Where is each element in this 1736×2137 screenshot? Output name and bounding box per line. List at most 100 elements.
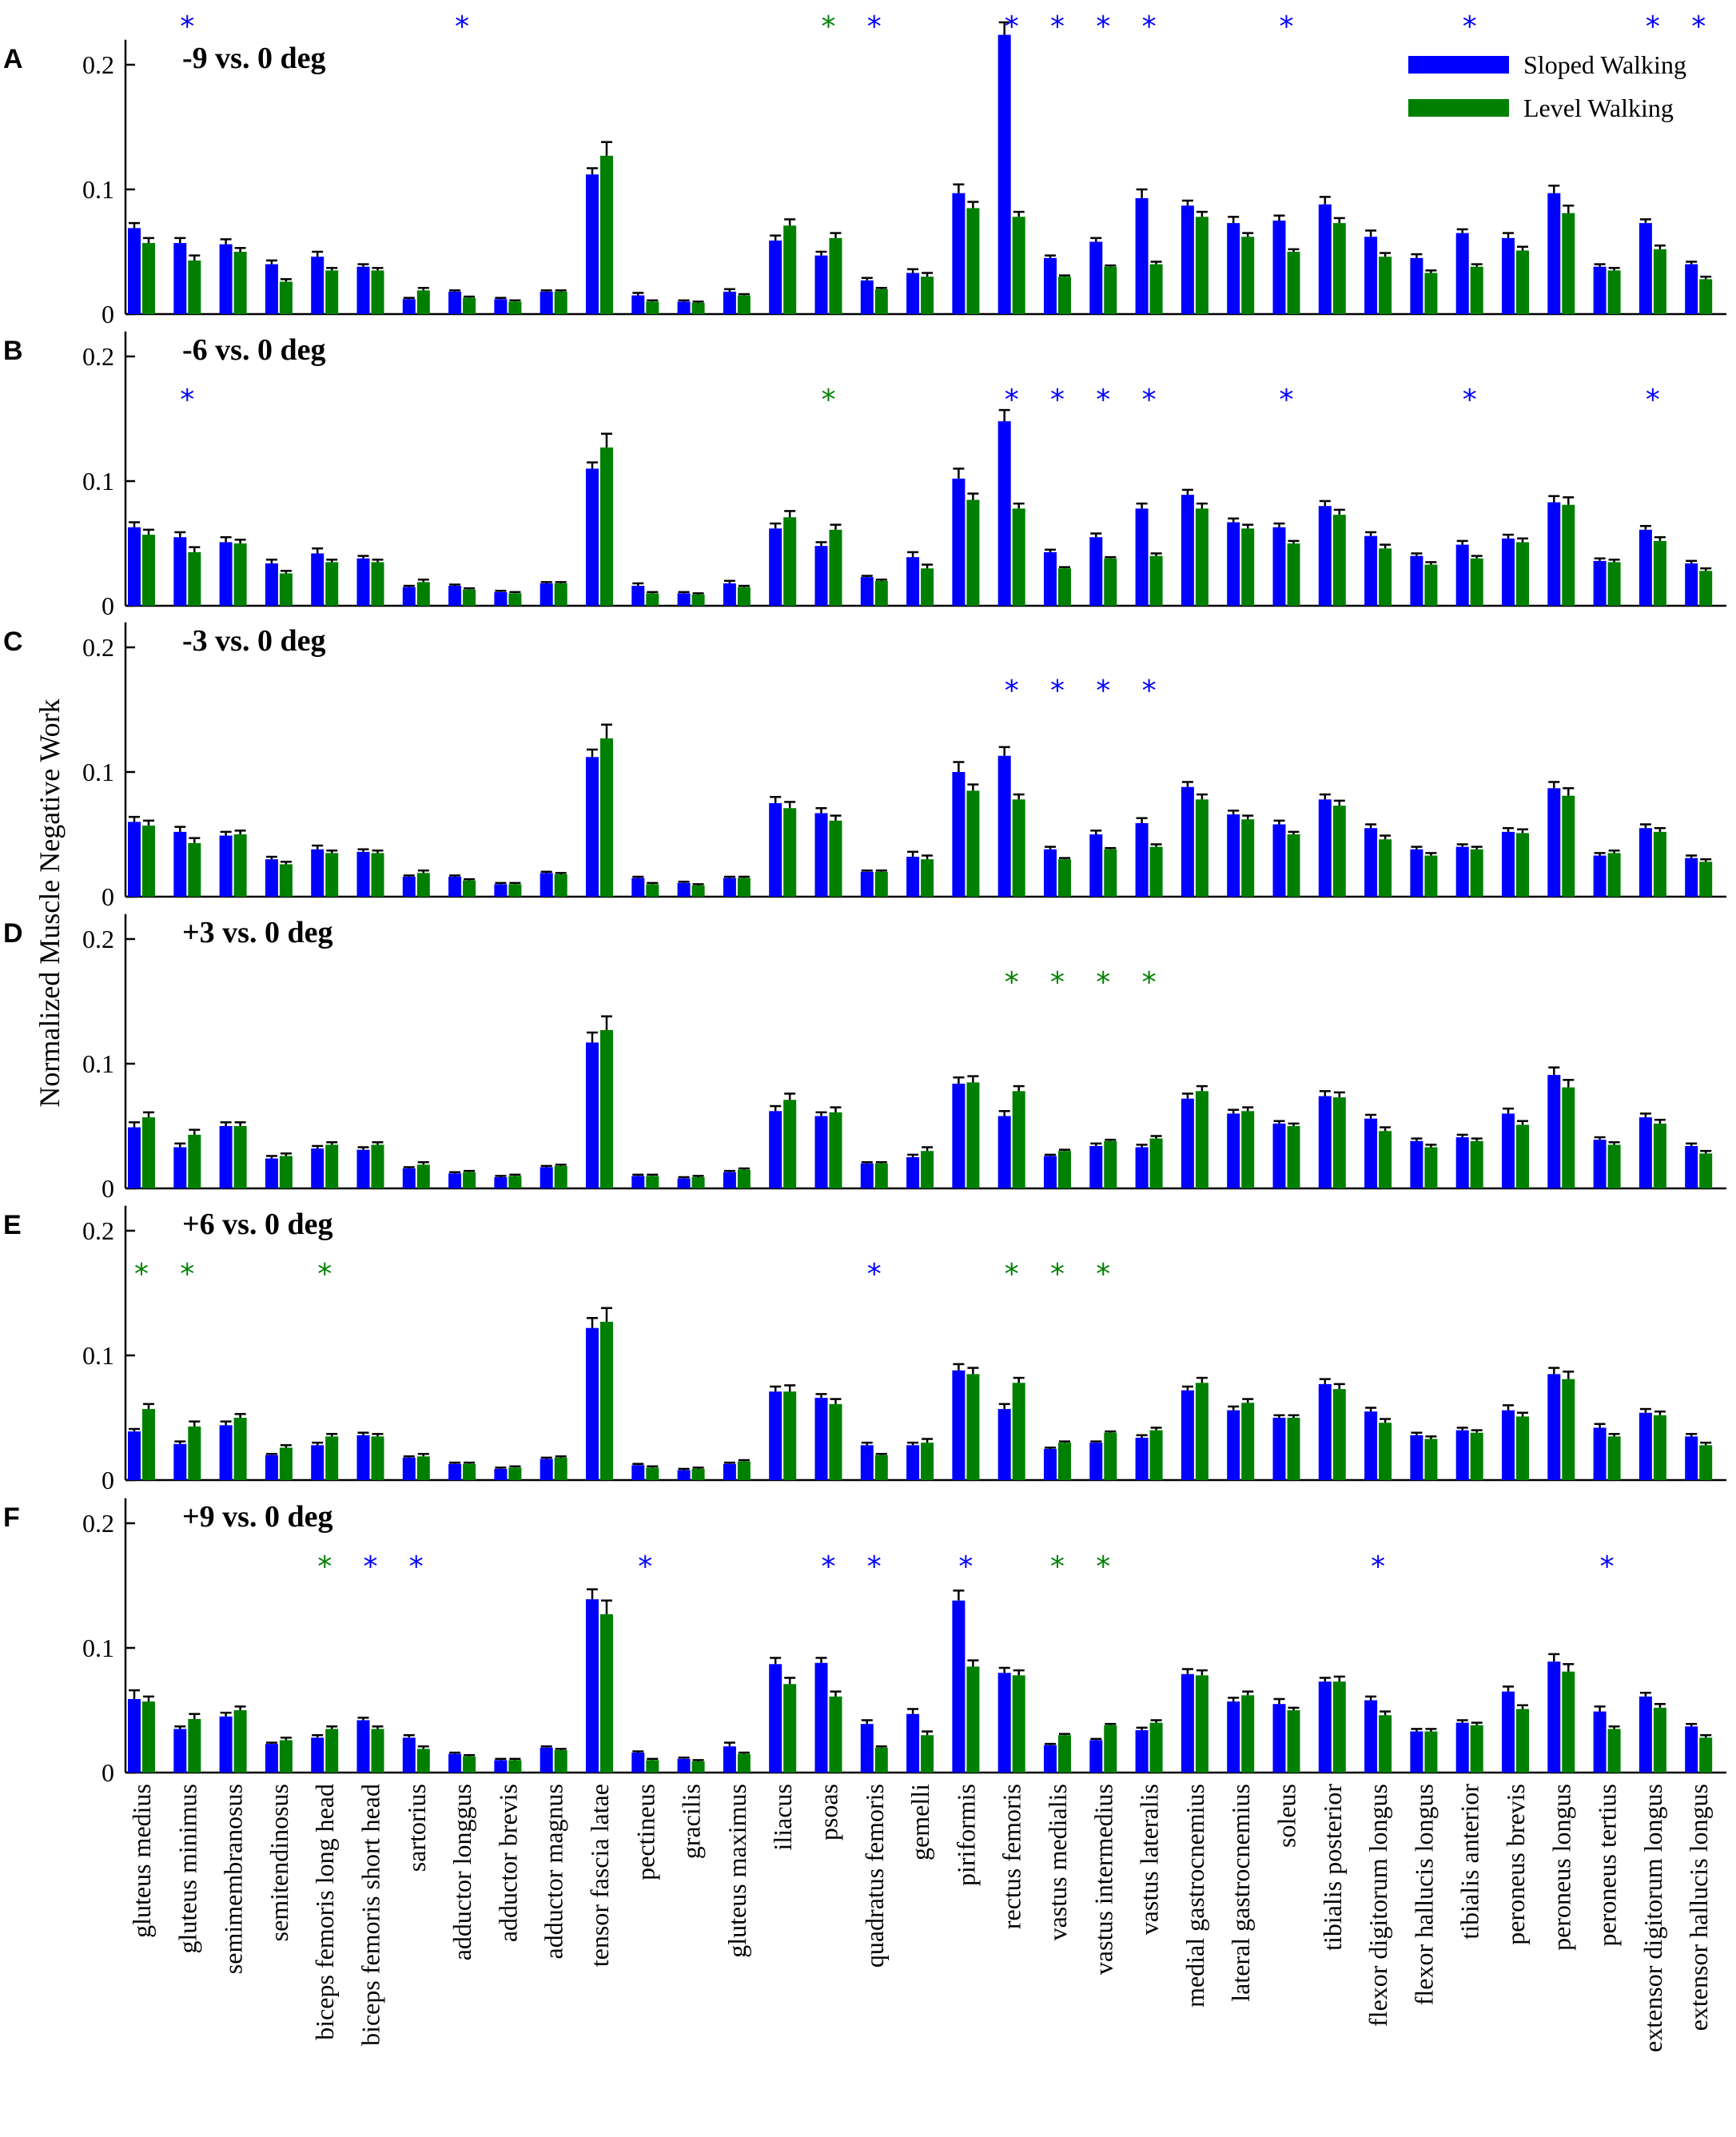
bar-level <box>1699 862 1713 897</box>
category-label: rectus femoris <box>997 1784 1026 1929</box>
error-bar-level <box>189 1420 201 1427</box>
error-bar-sloped <box>1319 1677 1331 1682</box>
bar-sloped <box>860 1724 874 1773</box>
error-bar-level <box>784 1384 796 1392</box>
bar-sloped <box>906 273 920 314</box>
bar-sloped <box>356 1435 370 1480</box>
bar-sloped <box>1135 1729 1149 1773</box>
significance-star: * <box>409 1550 424 1583</box>
error-bar-level <box>1700 1733 1712 1738</box>
panel-b: 0 0.1 0.2 B -6 vs. 0 deg * * * * * * * * * <box>3 331 1726 620</box>
error-bar-level <box>234 1705 246 1710</box>
significance-star: * <box>180 10 194 43</box>
error-bar-sloped <box>1411 253 1423 258</box>
bar-level <box>463 297 476 314</box>
error-bar-sloped <box>495 1175 507 1177</box>
bar-sloped <box>219 1716 233 1773</box>
error-bar-level <box>601 1599 612 1614</box>
bar-sloped <box>997 34 1011 315</box>
error-bar-sloped <box>861 277 873 281</box>
error-bar-level <box>1288 248 1300 252</box>
error-bar-level <box>1608 1725 1620 1729</box>
bar-level <box>600 447 613 606</box>
bar-sloped <box>356 1149 370 1188</box>
y-axis-label: Normalized Muscle Negative Work <box>34 698 66 1107</box>
error-bar-sloped <box>1090 830 1102 834</box>
error-bar-sloped <box>1548 185 1560 193</box>
bar-sloped <box>494 591 508 606</box>
error-bar-level <box>1242 1398 1254 1403</box>
error-bar-level <box>509 299 521 302</box>
bar-level <box>371 1144 384 1188</box>
panel-d: 0 0.1 0.2 D +3 vs. 0 deg * * * * <box>3 913 1726 1203</box>
error-bar-level <box>738 1167 750 1170</box>
category-label: peroneus tertius <box>1593 1784 1622 1947</box>
error-bar-sloped <box>632 1462 644 1466</box>
panel-letter: F <box>3 1502 20 1533</box>
error-bar-sloped <box>1136 1726 1148 1730</box>
y-tick-label: 0.1 <box>82 758 114 786</box>
bar-level <box>691 1176 705 1188</box>
significance-star: * <box>958 1550 973 1583</box>
bar-sloped <box>1227 1113 1240 1188</box>
error-bar-sloped <box>1273 522 1285 527</box>
bar-sloped <box>1410 1731 1423 1773</box>
error-bar-level <box>1105 264 1117 267</box>
y-tick-label: 0.2 <box>82 1509 114 1538</box>
error-bar-sloped <box>312 547 324 554</box>
error-bar-level <box>555 1164 567 1166</box>
error-bar-sloped <box>1365 1695 1377 1701</box>
error-bar-level <box>1563 1371 1575 1379</box>
error-bar-sloped <box>220 830 232 836</box>
significance-star: * <box>1096 10 1110 43</box>
bar-sloped <box>1455 1430 1469 1480</box>
bar-sloped <box>1638 1412 1652 1480</box>
error-bar-level <box>784 510 796 518</box>
error-bar-level <box>417 286 429 291</box>
y-tick-label: 0.2 <box>82 925 114 953</box>
bar-sloped <box>677 301 691 314</box>
error-bar-level <box>464 1169 476 1172</box>
error-bar-sloped <box>1639 823 1651 829</box>
significance-star: * <box>180 384 194 416</box>
bar-level <box>463 1756 476 1773</box>
error-bar-sloped <box>1228 1697 1240 1702</box>
error-bar-sloped <box>1136 188 1148 198</box>
bar-level <box>691 594 705 606</box>
error-bar-sloped <box>540 1456 552 1459</box>
bar-sloped <box>997 421 1011 606</box>
error-bar-level <box>1105 1722 1117 1725</box>
bar-sloped <box>1685 1436 1698 1480</box>
error-bar-sloped <box>1639 218 1651 224</box>
error-bar-level <box>372 1725 384 1729</box>
error-bar-level <box>1654 1702 1666 1708</box>
error-bar-level <box>875 1745 887 1748</box>
bar-level <box>1149 846 1163 897</box>
error-bar-sloped <box>815 806 827 814</box>
bar-sloped <box>311 1445 325 1480</box>
bar-level <box>416 1164 430 1188</box>
error-bar-sloped <box>723 1169 735 1172</box>
error-bar-level <box>1150 552 1162 556</box>
bar-sloped <box>1089 1145 1103 1188</box>
bar-level <box>646 1467 659 1480</box>
error-bar-level <box>1105 1430 1117 1433</box>
error-bar-level <box>1059 857 1070 860</box>
bar-sloped <box>1089 241 1103 314</box>
bar-sloped <box>814 1662 828 1773</box>
category-label: gluteus maximus <box>723 1784 751 1958</box>
significance-star: * <box>1096 966 1110 999</box>
bar-level <box>829 529 842 606</box>
error-bar-sloped <box>1686 559 1698 563</box>
error-bar-sloped <box>1228 810 1240 815</box>
bar-level <box>1149 264 1163 314</box>
error-bar-level <box>1563 787 1575 796</box>
y-tick-label: 0 <box>102 1758 114 1787</box>
y-tick-label: 0.2 <box>82 633 114 662</box>
category-label: biceps femoris short head <box>356 1784 385 2046</box>
error-bar-sloped <box>1181 1385 1193 1391</box>
error-bar-level <box>464 295 476 298</box>
bar-level <box>371 1436 384 1480</box>
error-bar-level <box>1288 1706 1300 1710</box>
bar-sloped <box>402 877 416 897</box>
